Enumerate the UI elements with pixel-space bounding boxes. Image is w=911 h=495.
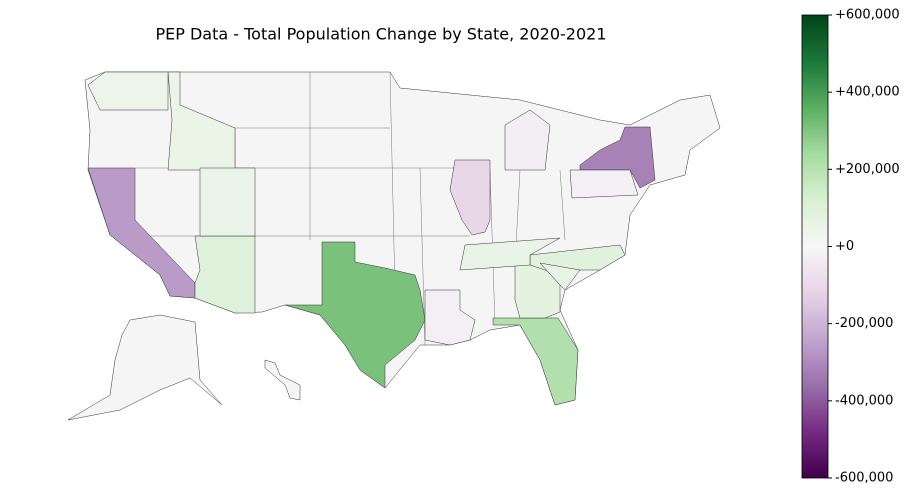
state	[167, 71, 236, 171]
colorbar	[801, 14, 829, 479]
state	[199, 167, 256, 237]
state	[569, 169, 639, 199]
state	[504, 109, 551, 171]
colorbar-tick-label: -200,000	[835, 316, 893, 331]
colorbar-tick-label: -400,000	[835, 393, 893, 408]
state	[424, 289, 476, 346]
colorbar-tick-label: +400,000	[835, 85, 900, 100]
state	[459, 237, 561, 271]
colorbar-tick-label: +200,000	[835, 162, 900, 177]
hawaii	[264, 359, 301, 401]
state	[194, 235, 256, 314]
state	[284, 241, 426, 389]
state	[449, 159, 491, 236]
colorbar-tick-label: +0	[835, 239, 854, 254]
state	[539, 262, 581, 291]
colorbar-tick-label: -600,000	[835, 471, 893, 486]
state	[87, 71, 169, 111]
state	[492, 317, 579, 406]
colorbar-tick-label: +600,000	[835, 8, 900, 23]
alaska	[67, 314, 223, 421]
chart-title: PEP Data - Total Population Change by St…	[155, 25, 606, 44]
